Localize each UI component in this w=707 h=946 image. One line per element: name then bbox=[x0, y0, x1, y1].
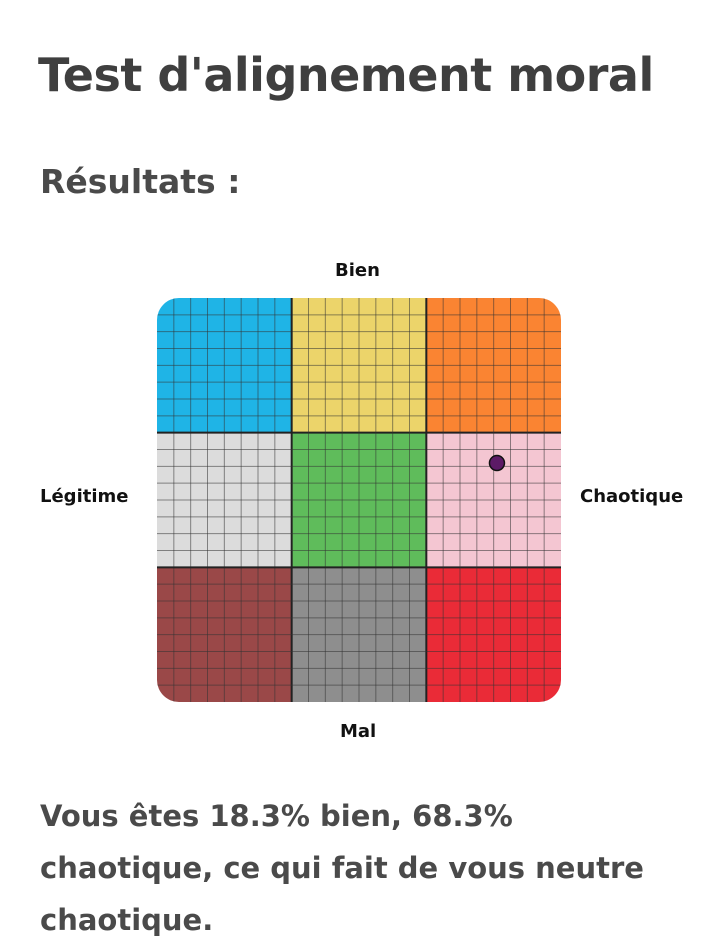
axis-label-good: Bien bbox=[335, 260, 380, 281]
axis-label-lawful: Légitime bbox=[40, 486, 129, 507]
result-summary: Vous êtes 18.3% bien, 68.3% chaotique, c… bbox=[40, 799, 644, 937]
alignment-chart bbox=[157, 298, 561, 702]
axis-label-chaotic: Chaotique bbox=[580, 486, 684, 507]
axis-label-evil: Mal bbox=[340, 721, 377, 742]
result-point-marker bbox=[488, 454, 506, 472]
page-title: Test d'alignement moral bbox=[38, 48, 654, 102]
results-heading: Résultats : bbox=[40, 162, 241, 201]
